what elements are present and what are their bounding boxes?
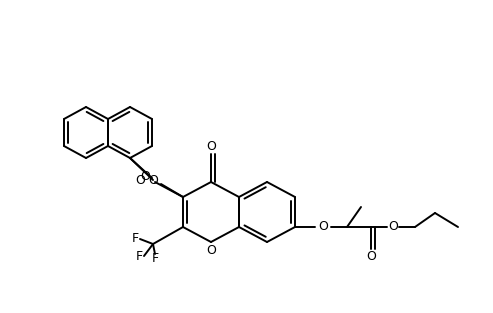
Text: O: O	[366, 250, 376, 264]
Text: O: O	[135, 173, 145, 187]
Text: O: O	[140, 171, 150, 183]
Text: O: O	[206, 140, 216, 152]
Text: F: F	[132, 233, 139, 245]
Text: F: F	[151, 253, 159, 265]
Text: F: F	[136, 249, 142, 263]
Text: O: O	[206, 244, 216, 256]
Text: O: O	[318, 220, 328, 233]
Text: O: O	[148, 173, 158, 187]
Text: O: O	[388, 220, 398, 233]
